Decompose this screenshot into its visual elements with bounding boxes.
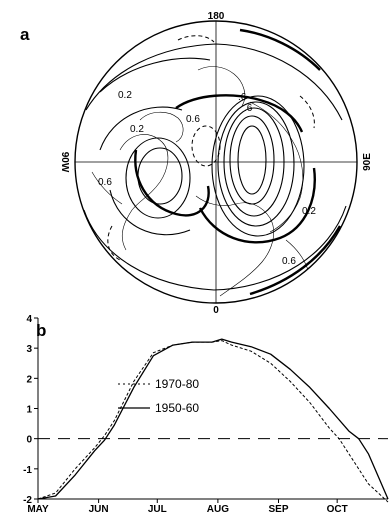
- contours-america: [99, 106, 191, 236]
- contour-asia-2: [229, 115, 275, 205]
- contour-asia-4: [217, 101, 295, 227]
- coastline-asia: [249, 101, 304, 233]
- series-line-1950-60: [37, 338, 389, 500]
- contours-negative: [107, 35, 315, 261]
- x-tick-label: MAY: [27, 504, 49, 515]
- y-tick-label: -1: [23, 465, 32, 476]
- legend-label-1950-60: 1950-60: [155, 401, 199, 415]
- y-tick-label: 1: [26, 405, 32, 416]
- lon-label-90e: 90E: [362, 153, 373, 171]
- contour-outer-3: [99, 57, 211, 93]
- contour-thick-south: [198, 167, 316, 244]
- series-line-1970-80: [37, 340, 389, 503]
- lon-label-180: 180: [208, 11, 225, 22]
- lon-label-0: 0: [213, 305, 219, 316]
- contour-am-3: [109, 189, 191, 236]
- contour-label-4: 0.6: [282, 256, 296, 267]
- contour-label-8: .6: [244, 103, 253, 114]
- contour-label-7: .6: [238, 92, 247, 103]
- contour-label-3: 0.6: [98, 177, 112, 188]
- coastline-greenland: [139, 111, 184, 143]
- coastline-arabia: [285, 239, 309, 271]
- contour-thick-north: [175, 94, 304, 133]
- x-tick-label: OCT: [327, 504, 348, 515]
- y-tick-label: 2: [26, 374, 32, 385]
- contour-label-6: 0.6: [186, 114, 200, 125]
- panel-a-label: a: [20, 25, 30, 44]
- contour-asia-1: [237, 125, 267, 195]
- contour-neg-1: [191, 125, 221, 167]
- contour-am-1: [137, 147, 183, 205]
- contour-am-4: [99, 106, 183, 151]
- y-tick-label: 0: [26, 435, 32, 446]
- x-tick-label: AUG: [207, 504, 229, 515]
- contour-outer-2: [83, 205, 347, 291]
- y-tick-label: 3: [26, 344, 32, 355]
- line-chart-panel: b -2 -1 0 1 2 3 4 MAY JUN JUL AUG SEP OCT 1970-80 1…: [23, 314, 389, 515]
- contour-label-5: 0.2: [302, 206, 316, 217]
- contour-label-2: 0.2: [130, 124, 144, 135]
- y-tick-label: -2: [23, 495, 32, 506]
- x-tick-label: JUL: [148, 504, 167, 515]
- coastline-pacific: [91, 171, 123, 205]
- contour-label-1: 0.2: [118, 90, 132, 101]
- globe-border: [74, 20, 358, 304]
- coastline-europe-africa: [195, 195, 274, 297]
- legend: 1970-80 1950-60: [118, 377, 199, 415]
- coastline-north-america: [119, 134, 169, 251]
- contours-outer: [83, 43, 347, 291]
- contour-thick-bottom-right: [249, 225, 342, 296]
- panel-b-label: b: [36, 321, 46, 340]
- y-ticks: -2 -1 0 1 2 3 4: [23, 314, 38, 506]
- series-lines: [37, 338, 389, 503]
- contour-neg-2: [177, 35, 215, 43]
- contour-neg-4: [299, 95, 315, 129]
- contour-am-2: [125, 137, 191, 219]
- contour-asia-5: [211, 95, 305, 237]
- polar-map-panel: a 180 0 90W 90E: [20, 11, 373, 316]
- y-tick-label: 4: [26, 314, 32, 325]
- map-interior: 0.2 0.2 0.6 0.6 0.2 0.6 .6 .6: [83, 28, 347, 297]
- contour-thick-top: [239, 28, 321, 71]
- x-tick-label: SEP: [268, 504, 288, 515]
- lon-label-90w: 90W: [59, 152, 70, 173]
- contour-neg-3: [107, 225, 121, 261]
- contour-thick-america: [134, 149, 210, 217]
- x-tick-label: JUN: [89, 504, 109, 515]
- x-ticks: MAY JUN JUL AUG SEP OCT: [27, 499, 348, 515]
- legend-label-1970-80: 1970-80: [155, 377, 199, 391]
